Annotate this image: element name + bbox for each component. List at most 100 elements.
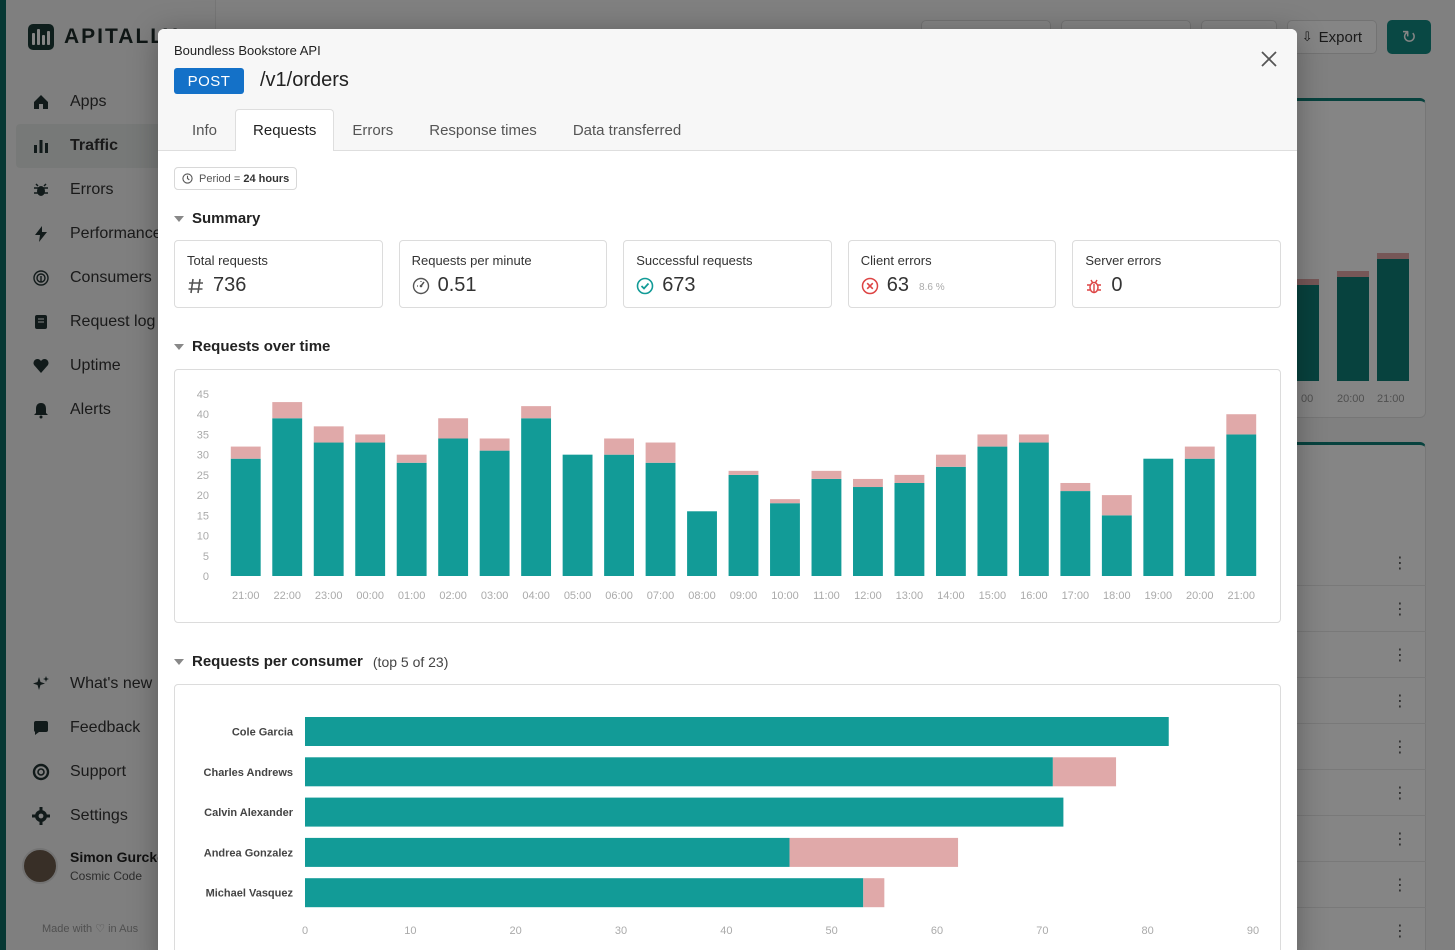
x-tick-label: 23:00 [315, 590, 343, 602]
bar-successful-15[interactable] [853, 487, 883, 576]
sidebar-item-feedback[interactable]: Feedback [16, 706, 212, 750]
bar-successful-23[interactable] [1184, 458, 1215, 576]
sidebar-item-request-log[interactable]: Request log [16, 300, 212, 344]
stat-card-total-requests: Total requests 736 [174, 240, 383, 308]
bar-successful-0[interactable] [230, 458, 261, 576]
bar-successful-14[interactable] [811, 478, 842, 576]
more-options-icon[interactable]: ⋮ [1392, 601, 1408, 618]
bar-successful-1[interactable] [272, 418, 303, 576]
bar-client-errors-1[interactable] [272, 402, 303, 419]
more-options-icon[interactable]: ⋮ [1392, 923, 1408, 940]
x-tick-label: 08:00 [688, 590, 716, 602]
bar-successful-6[interactable] [479, 450, 510, 576]
x-circle-icon [861, 277, 879, 295]
sidebar-item-apps[interactable]: Apps [16, 80, 212, 124]
hbar-client-errors-4[interactable] [863, 878, 885, 908]
tab-response-times[interactable]: Response times [429, 122, 537, 139]
logo[interactable]: APITALLY [28, 24, 179, 50]
sidebar-item-what-s-new[interactable]: What's new [16, 662, 212, 706]
bar-successful-22[interactable] [1143, 458, 1174, 576]
hbar-client-errors-3[interactable] [789, 837, 959, 867]
bar-successful-3[interactable] [355, 442, 386, 576]
x-tick-label: 20 [510, 925, 522, 937]
sidebar-item-performance[interactable]: Performance [16, 212, 212, 256]
more-options-icon[interactable]: ⋮ [1392, 555, 1408, 572]
bar-client-errors-10[interactable] [645, 442, 676, 463]
hbar-successful-1[interactable] [305, 757, 1053, 787]
sidebar-item-consumers[interactable]: Consumers [16, 256, 212, 300]
bar-client-errors-16[interactable] [894, 474, 925, 483]
sidebar-item-errors[interactable]: Errors [16, 168, 212, 212]
sidebar-item-settings[interactable]: Settings [16, 794, 212, 838]
bar-successful-4[interactable] [396, 462, 427, 576]
bar-client-errors-23[interactable] [1184, 446, 1215, 459]
bar-successful-24[interactable] [1226, 434, 1257, 576]
bar-successful-9[interactable] [604, 454, 634, 576]
bar-client-errors-17[interactable] [935, 454, 966, 467]
bar-client-errors-19[interactable] [1018, 434, 1049, 443]
background-table-row: ⋮ [1260, 678, 1426, 724]
tab-info[interactable]: Info [192, 122, 218, 139]
summary-section-toggle[interactable]: Summary [174, 210, 1281, 227]
export-button[interactable]: ⇩ Export [1286, 20, 1377, 54]
hbar-successful-2[interactable] [305, 797, 1064, 827]
hbar-client-errors-1[interactable] [1052, 757, 1117, 787]
bar-client-errors-4[interactable] [396, 454, 427, 463]
bar-client-errors-0[interactable] [230, 446, 261, 459]
bar-successful-7[interactable] [521, 418, 552, 576]
more-options-icon[interactable]: ⋮ [1392, 785, 1408, 802]
bar-successful-19[interactable] [1018, 442, 1049, 576]
bar-client-errors-21[interactable] [1101, 495, 1132, 516]
user-menu[interactable]: Simon Gurcke Cosmic Code [22, 848, 165, 884]
more-options-icon[interactable]: ⋮ [1392, 831, 1408, 848]
more-options-icon[interactable]: ⋮ [1392, 647, 1408, 664]
hbar-successful-4[interactable] [305, 878, 864, 908]
bar-client-errors-13[interactable] [770, 499, 800, 504]
refresh-button[interactable]: ↻ [1387, 20, 1431, 54]
tab-data-transferred[interactable]: Data transferred [572, 122, 682, 139]
bar-successful-18[interactable] [977, 446, 1008, 576]
bar-successful-16[interactable] [894, 482, 925, 576]
bar-client-errors-6[interactable] [479, 438, 510, 451]
bar-successful-13[interactable] [770, 503, 800, 576]
background-table-row: ⋮ [1260, 816, 1426, 862]
bar-client-errors-12[interactable] [728, 470, 759, 475]
requests-over-time-toggle[interactable]: Requests over time [174, 338, 1281, 355]
bar-client-errors-5[interactable] [438, 418, 469, 439]
bar-client-errors-24[interactable] [1226, 414, 1257, 435]
bar-successful-2[interactable] [313, 442, 344, 576]
tab-requests[interactable]: Requests [235, 109, 335, 151]
bar-successful-8[interactable] [562, 454, 593, 576]
bar-client-errors-14[interactable] [811, 470, 842, 479]
bar-successful-21[interactable] [1101, 515, 1132, 576]
bg-tick-label: 00 [1301, 393, 1314, 405]
hbar-successful-3[interactable] [305, 837, 790, 867]
more-options-icon[interactable]: ⋮ [1392, 693, 1408, 710]
hbar-successful-0[interactable] [305, 717, 1169, 746]
sidebar-item-support[interactable]: Support [16, 750, 212, 794]
stat-label: Server errors [1085, 253, 1162, 268]
bar-client-errors-20[interactable] [1060, 482, 1091, 492]
bar-successful-5[interactable] [438, 438, 469, 576]
bar-client-errors-15[interactable] [853, 478, 883, 488]
sidebar-item-alerts[interactable]: Alerts [16, 388, 212, 432]
x-tick-label: 10 [404, 925, 416, 937]
bar-successful-20[interactable] [1060, 491, 1091, 576]
consumer-label: Charles Andrews [204, 767, 293, 779]
bar-successful-17[interactable] [935, 466, 966, 576]
sidebar-item-uptime[interactable]: Uptime [16, 344, 212, 388]
bar-client-errors-3[interactable] [355, 434, 386, 443]
bar-successful-12[interactable] [728, 474, 759, 576]
more-options-icon[interactable]: ⋮ [1392, 739, 1408, 756]
bar-client-errors-9[interactable] [604, 438, 634, 455]
bar-client-errors-7[interactable] [521, 406, 552, 419]
x-tick-label: 00:00 [356, 590, 384, 602]
close-button[interactable] [1257, 47, 1281, 71]
more-options-icon[interactable]: ⋮ [1392, 877, 1408, 894]
tab-errors[interactable]: Errors [352, 122, 394, 139]
bar-successful-10[interactable] [645, 462, 676, 576]
bar-client-errors-2[interactable] [313, 426, 344, 443]
requests-per-consumer-toggle[interactable]: Requests per consumer (top 5 of 23) [174, 653, 1281, 670]
bar-successful-11[interactable] [687, 511, 717, 576]
bar-client-errors-18[interactable] [977, 434, 1008, 447]
